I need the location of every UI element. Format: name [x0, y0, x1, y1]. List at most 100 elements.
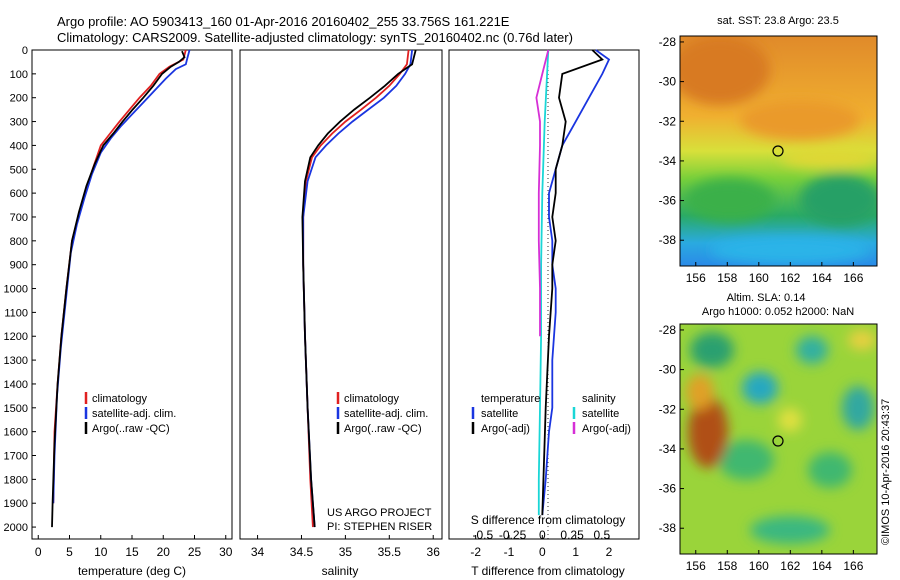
legend-label-s-satellite: satellite [582, 408, 619, 420]
pi-annotation: PI: STEPHEN RISER [327, 521, 432, 533]
s-tick-label: 0 [539, 528, 546, 542]
x-tick-label: 36 [427, 545, 441, 559]
x-tick-label: 10 [94, 545, 108, 559]
lon-tick-label: 162 [780, 271, 800, 285]
lon-tick-label: 156 [686, 271, 706, 285]
sst-warm-patch [740, 100, 860, 140]
legend-label-s-argo: Argo(-adj) [582, 423, 631, 435]
s-tick-label: 0.25 [560, 528, 584, 542]
header-line-2: Climatology: CARS2009. Satellite-adjuste… [57, 30, 573, 45]
lon-tick-label: 164 [812, 559, 832, 573]
depth-tick-label: 600 [10, 188, 28, 200]
x-tick-label: 0 [35, 545, 42, 559]
lat-tick-label: -38 [659, 233, 677, 247]
sst-warm-patch [680, 36, 770, 105]
series-line [541, 49, 604, 516]
depth-tick-label: 300 [10, 117, 28, 129]
x-tick-label: 1 [572, 545, 579, 559]
depth-tick-label: 0 [22, 45, 28, 57]
difference-panel: -2 -1 0 1 2 S difference from climatology -0… [448, 49, 640, 578]
sst-cool-patch [710, 236, 870, 264]
t-difference-x-axis: -2 -1 0 1 2 [470, 535, 613, 559]
series-line [52, 49, 187, 504]
sla-low-patch [796, 336, 828, 364]
series-line [302, 49, 410, 528]
salinity-lines [301, 49, 417, 528]
depth-tick-label: 1600 [4, 427, 28, 439]
lon-tick-label: 166 [843, 271, 863, 285]
lat-tick-label: -34 [659, 154, 677, 168]
lon-tick-label: 160 [749, 271, 769, 285]
sla-low-patch [842, 386, 874, 430]
sst-yellow-band [780, 148, 877, 168]
x-tick-label: 15 [125, 545, 139, 559]
depth-tick-label: 500 [10, 164, 28, 176]
lat-tick-label: -28 [659, 323, 677, 337]
sst-green-patch [800, 174, 877, 226]
sst-map-title: sat. SST: 23.8 Argo: 23.5 [717, 15, 839, 27]
series-line [301, 49, 417, 528]
lon-tick-label: 166 [843, 559, 863, 573]
temperature-lines [51, 49, 191, 528]
depth-tick-label: 1800 [4, 474, 28, 486]
depth-tick-label: 400 [10, 140, 28, 152]
legend-label-climatology: climatology [92, 393, 148, 405]
s-difference-label: S difference from climatology [471, 513, 626, 527]
s-difference-tick-labels: -0.5 -0.25 0 0.25 0.5 [472, 528, 610, 542]
sst-map-frame [679, 35, 878, 267]
sla-low-patch [742, 372, 778, 404]
x-tick-label: 34 [251, 545, 265, 559]
depth-tick-label: 200 [10, 93, 28, 105]
header-line-1: Argo profile: AO 5903413_160 01-Apr-2016… [57, 14, 510, 29]
depth-tick-label: 900 [10, 260, 28, 272]
difference-lines [535, 49, 611, 516]
legend-label-argo: Argo(..raw -QC) [344, 423, 422, 435]
x-tick-label: 20 [157, 545, 171, 559]
lat-tick-label: -30 [659, 363, 677, 377]
x-tick-label: -1 [504, 545, 515, 559]
x-tick-label: 34.5 [290, 545, 314, 559]
lon-tick-label: 158 [717, 271, 737, 285]
lon-tick-label: 160 [749, 559, 769, 573]
depth-tick-label: 1900 [4, 498, 28, 510]
lon-tick-label: 156 [686, 559, 706, 573]
x-tick-label: 0 [539, 545, 546, 559]
argo-location-marker [772, 145, 784, 157]
t-difference-xlabel: T difference from climatology [471, 564, 625, 578]
depth-tick-label: 1700 [4, 451, 28, 463]
legend-label-t-argo: Argo(-adj) [481, 423, 530, 435]
series-line [537, 49, 550, 516]
depth-tick-label: 100 [10, 69, 28, 81]
argo-location-marker [772, 435, 784, 447]
lon-tick-label: 164 [812, 271, 832, 285]
series-line [535, 49, 550, 337]
series-line [541, 49, 611, 516]
temperature-x-axis: 0 5 10 15 20 25 30 [35, 535, 233, 559]
series-line [302, 49, 413, 528]
depth-tick-label: 800 [10, 236, 28, 248]
depth-tick-label: 1000 [4, 284, 28, 296]
sla-map: Altim. SLA: 0.14 Argo h1000: 0.052 h2000… [659, 292, 878, 573]
sst-map: sat. SST: 23.8 Argo: 23.5 156 158 160 162 16… [659, 15, 878, 285]
salinity-panel: 34 34.5 35 35.5 36 salinity climatology sate… [239, 49, 443, 578]
depth-axis: 0 100 200 300 400 500 600 700 800 900 1000 1100 1200… [4, 45, 36, 534]
lat-tick-label: -32 [659, 402, 677, 416]
x-tick-label: 35 [339, 545, 353, 559]
difference-legend: temperature satellite Argo(-adj) salinit… [471, 393, 631, 435]
sla-map-axes: 156 158 160 162 164 166 -28 -30 -32 -34 -36 -38 [659, 323, 864, 573]
salinity-xlabel: salinity [322, 564, 359, 578]
legend-label-t-satellite: satellite [481, 408, 518, 420]
salinity-legend: climatology satellite-adj. clim. Argo(..… [336, 392, 428, 435]
x-tick-label: 35.5 [378, 545, 402, 559]
sst-green-patch [685, 178, 775, 222]
temperature-axes-box [31, 49, 233, 540]
depth-tick-label: 700 [10, 212, 28, 224]
legend-label-satellite-adj: satellite-adj. clim. [92, 408, 176, 420]
lon-tick-label: 158 [717, 559, 737, 573]
difference-axes-box [448, 49, 640, 540]
salinity-x-axis: 34 34.5 35 35.5 36 [251, 535, 440, 559]
depth-tick-label: 1200 [4, 331, 28, 343]
sla-low-patch [750, 516, 830, 544]
lat-tick-label: -38 [659, 521, 677, 535]
